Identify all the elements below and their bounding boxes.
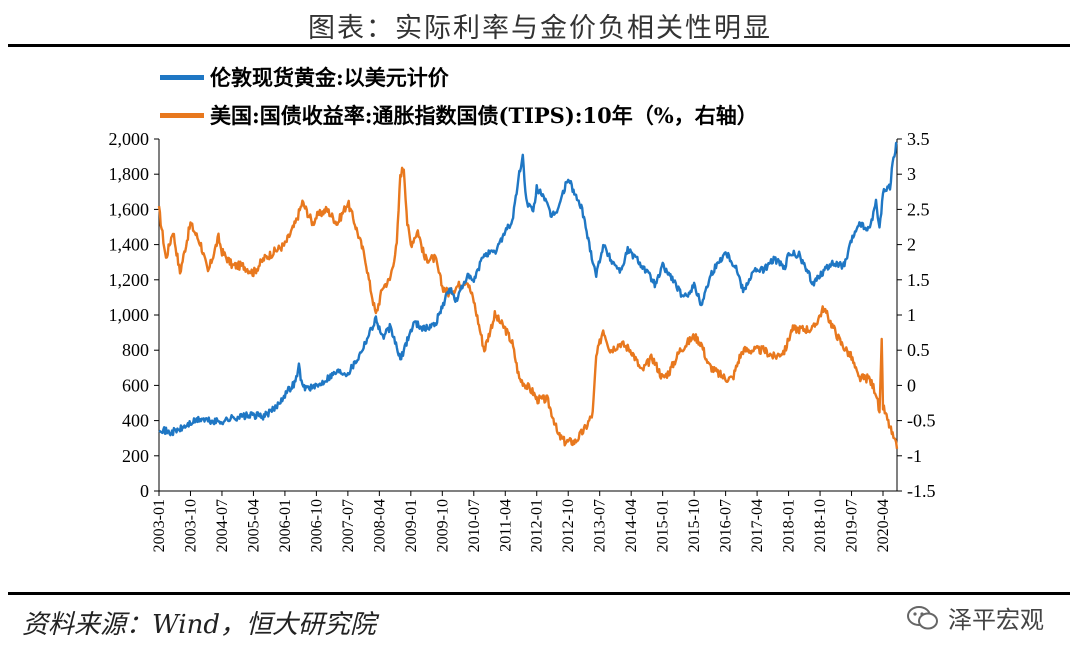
legend-line-tips — [160, 112, 204, 118]
chart-title: 图表：实际利率与金价负相关性明显 — [308, 13, 772, 44]
left-tick-label: 1,000 — [109, 305, 150, 325]
left-tick-label: 600 — [122, 375, 149, 395]
left-tick-label: 1,600 — [109, 199, 150, 219]
right-tick-label: 1.5 — [907, 270, 930, 290]
source-note: 资料来源：Wind，恒大研究院 — [22, 610, 376, 640]
wechat-icon — [907, 605, 938, 629]
left-tick-label: 1,200 — [109, 270, 150, 290]
left-tick-label: 0 — [140, 481, 149, 501]
x-tick-label: 2020-04 — [875, 499, 892, 552]
right-tick-label: 2.5 — [907, 199, 930, 219]
right-tick-label: 2 — [907, 235, 916, 255]
x-tick-label: 2014-04 — [623, 499, 640, 552]
series-line-tips — [157, 166, 899, 449]
legend-item-gold: 伦敦现货黄金:以美元计价 — [160, 63, 449, 91]
x-tick-label: 2015-01 — [655, 499, 672, 552]
x-tick-label: 2003-10 — [182, 499, 199, 552]
x-tick-label: 2018-01 — [781, 499, 798, 552]
left-tick-label: 400 — [122, 411, 149, 431]
legend-line-gold — [160, 74, 204, 80]
right-tick-label: 0.5 — [907, 340, 930, 360]
right-tick-label: -0.5 — [907, 411, 936, 431]
right-tick-label: 3 — [907, 164, 916, 184]
x-tick-label: 2008-04 — [371, 499, 388, 552]
left-tick-label: 200 — [122, 446, 149, 466]
right-tick-label: 3.5 — [907, 129, 930, 149]
right-tick-label: -1 — [907, 446, 922, 466]
x-tick-label: 2019-07 — [844, 499, 861, 552]
x-tick-label: 2016-07 — [718, 499, 735, 552]
right-tick-label: 0 — [907, 375, 916, 395]
x-tick-label: 2013-07 — [592, 499, 609, 552]
x-tick-label: 2015-10 — [686, 499, 703, 552]
legend-label-gold: 伦敦现货黄金:以美元计价 — [210, 65, 449, 90]
brand-name: 泽平宏观 — [948, 606, 1044, 634]
left-tick-label: 800 — [122, 340, 149, 360]
x-tick-label: 2010-07 — [466, 499, 483, 552]
x-tick-label: 2007-07 — [340, 499, 357, 552]
left-tick-label: 2,000 — [109, 129, 150, 149]
legend-item-tips: 美国:国债收益率:通胀指数国债(TIPS):10年（%，右轴） — [160, 101, 758, 129]
left-tick-label: 1,400 — [109, 235, 150, 255]
chart-svg: 0 200 400 600 800 1,000 1,200 1,400 1,600 1,800 2,… — [109, 129, 936, 552]
x-tick-label: 2005-04 — [245, 499, 262, 552]
footer-rule — [8, 592, 1070, 595]
x-tick-label: 2018-10 — [812, 499, 829, 552]
x-tick-label: 2012-01 — [529, 499, 546, 552]
left-tick-label: 1,800 — [109, 164, 150, 184]
x-tick-label: 2012-10 — [560, 499, 577, 552]
title-rule — [8, 44, 1070, 47]
legend-label-tips: 美国:国债收益率:通胀指数国债(TIPS):10年（%，右轴） — [210, 103, 758, 128]
brand-mark: 泽平宏观 — [906, 600, 1044, 635]
x-tick-label: 2009-01 — [403, 499, 420, 552]
right-tick-label: 1 — [907, 305, 916, 325]
x-tick-label: 2009-10 — [434, 499, 451, 552]
x-tick-label: 2006-10 — [308, 499, 325, 552]
x-tick-label: 2017-04 — [749, 499, 766, 552]
x-tick-label: 2011-04 — [497, 499, 514, 552]
x-tick-label: 2004-07 — [214, 499, 231, 552]
x-tick-label: 2006-01 — [277, 499, 294, 552]
x-tick-label: 2003-01 — [151, 499, 168, 552]
series-line-gold — [158, 141, 898, 437]
right-tick-label: -1.5 — [907, 481, 936, 501]
